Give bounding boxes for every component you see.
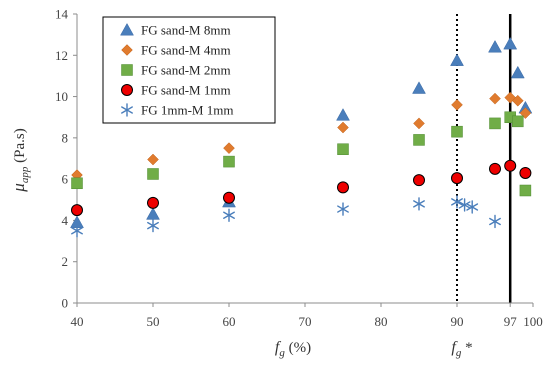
data-point-triangle [503,36,518,50]
data-point-diamond [223,142,235,155]
data-point-diamond [147,153,159,166]
data-point-circle [519,166,532,179]
data-point-circle [489,162,501,175]
data-point-asterisk [466,200,479,214]
data-point-square [489,117,501,130]
data-point-diamond [413,117,425,130]
data-point-triangle [412,81,426,94]
data-point-diamond [337,121,349,134]
y-axis: 0 2 4 6 8 10 12 14 [55,7,78,311]
data-point-triangle [450,53,464,66]
y-axis-title-main: μ [9,183,28,193]
legend-label: FG 1mm-M 1mm [141,103,233,118]
data-point-circle [71,204,83,217]
data-point-asterisk [413,197,425,211]
x-tick-label: 50 [147,314,160,329]
data-point-asterisk [489,214,501,229]
x-axis-title-unit: (%) [285,340,311,356]
data-point-square [337,143,349,155]
y-axis-title-sub: app [19,166,31,183]
data-point-asterisk [458,198,471,212]
fg-star-sub: g [456,347,462,359]
legend: FG sand-M 8mm FG sand-M 4mm FG sand-M 2mm F… [102,16,276,124]
data-point-circle [451,172,463,185]
data-point-triangle [146,207,160,220]
data-point-asterisk [71,224,83,238]
series-square [71,111,532,197]
data-point-square [71,177,83,190]
fg-star-suffix: * [461,340,472,356]
data-point-circle [413,174,425,187]
series-asterisk [71,195,501,238]
data-point-square [413,134,425,146]
data-point-square [147,168,159,180]
x-axis-title-main: f [275,339,282,356]
legend-label: FG sand-M 4mm [141,43,231,58]
y-tick-label: 10 [55,89,68,104]
x-tick-label: 60 [223,314,236,329]
data-point-triangle [336,108,350,121]
y-tick-label: 0 [62,296,69,311]
data-point-asterisk [337,202,349,216]
x-axis: 40 50 60 70 80 90 97 100 [71,302,543,329]
legend-marker-triangle [120,22,134,36]
x-tick-label: 90 [451,314,464,329]
data-point-asterisk [147,218,159,233]
series-circle [71,159,532,217]
legend-label: FG sand-M 2mm [141,63,231,78]
data-point-square [223,155,235,168]
x-axis-title: fg (%) [275,339,311,359]
data-point-triangle [510,65,525,79]
x-tick-label: 100 [523,314,543,329]
y-tick-label: 14 [55,7,69,22]
data-point-asterisk [451,195,463,209]
data-point-circle [223,191,235,204]
x-tick-label: 80 [375,314,388,329]
legend-marker-square [121,64,133,76]
legend-label: FG sand-M 8mm [141,23,231,38]
y-tick-label: 4 [62,213,69,228]
data-point-asterisk [223,208,235,222]
data-point-diamond [511,94,524,107]
data-point-circle [147,196,159,209]
y-axis-title: μapp (Pa.s) [9,128,31,192]
x-tick-label: 70 [299,314,312,329]
data-point-diamond [489,92,501,105]
x-tick-label: 40 [71,314,84,329]
data-point-triangle [488,40,502,53]
legend-marker-circle [121,84,133,96]
y-tick-label: 2 [62,254,69,269]
data-point-circle [337,181,349,194]
legend-marker-asterisk [121,103,133,117]
legend-marker-diamond [121,44,133,56]
fg-star-label: fg * [451,339,472,359]
fg-star-main: f [451,339,458,356]
y-axis-title-unit: (Pa.s) [12,128,28,166]
data-point-square [512,115,524,128]
data-point-circle [504,159,517,172]
data-point-square [519,184,532,197]
series-markers [70,36,533,238]
x-axis-title-sub: g [279,347,285,359]
y-tick-label: 12 [55,48,68,63]
legend-label: FG sand-M 1mm [141,83,231,98]
data-point-square [451,125,463,138]
y-tick-label: 8 [62,130,69,145]
vertical-lines [456,14,512,303]
x-tick-label: 97 [504,314,518,329]
y-tick-label: 6 [62,172,69,187]
data-point-diamond [451,98,463,111]
